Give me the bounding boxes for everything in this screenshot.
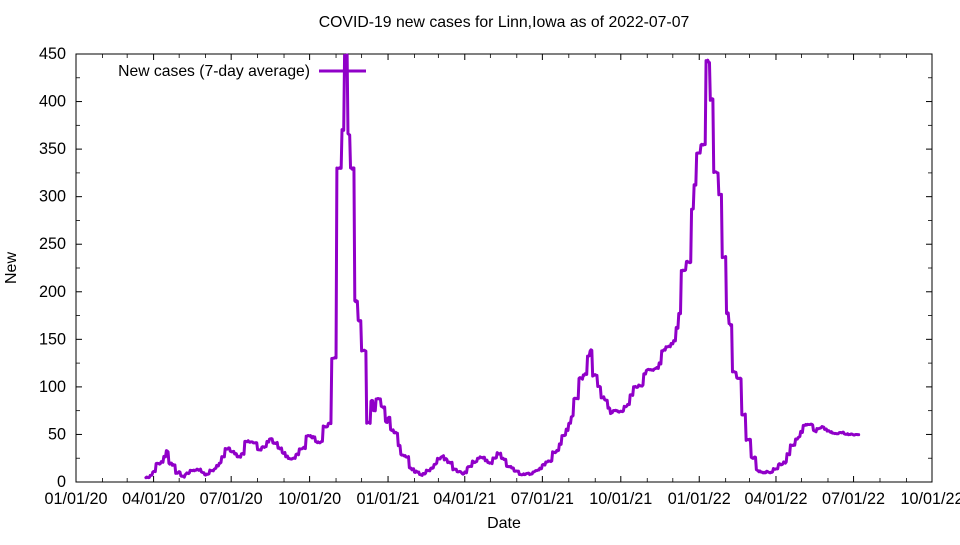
svg-text:New: New [3, 252, 20, 284]
svg-text:450: 450 [39, 45, 66, 63]
svg-text:COVID-19 new cases for Linn,Io: COVID-19 new cases for Linn,Iowa as of 2… [319, 14, 690, 31]
svg-text:04/01/20: 04/01/20 [122, 490, 185, 508]
svg-text:150: 150 [39, 330, 66, 348]
svg-text:50: 50 [48, 425, 66, 443]
svg-text:300: 300 [39, 188, 66, 206]
svg-text:07/01/21: 07/01/21 [511, 490, 574, 508]
svg-text:01/01/21: 01/01/21 [357, 490, 420, 508]
svg-text:07/01/20: 07/01/20 [200, 490, 263, 508]
svg-text:0: 0 [57, 473, 66, 491]
svg-text:400: 400 [39, 93, 66, 111]
svg-text:04/01/22: 04/01/22 [744, 490, 807, 508]
svg-text:10/01/20: 10/01/20 [278, 490, 341, 508]
svg-text:100: 100 [39, 378, 66, 396]
svg-text:10/01/22: 10/01/22 [900, 490, 960, 508]
svg-text:01/01/22: 01/01/22 [668, 490, 731, 508]
svg-text:07/01/22: 07/01/22 [822, 490, 885, 508]
svg-text:04/01/21: 04/01/21 [433, 490, 496, 508]
svg-text:200: 200 [39, 283, 66, 301]
svg-text:350: 350 [39, 140, 66, 158]
svg-text:250: 250 [39, 235, 66, 253]
svg-text:10/01/21: 10/01/21 [589, 490, 652, 508]
svg-text:New cases (7-day average): New cases (7-day average) [118, 63, 310, 80]
svg-text:01/01/20: 01/01/20 [44, 490, 107, 508]
svg-text:Date: Date [487, 515, 521, 532]
